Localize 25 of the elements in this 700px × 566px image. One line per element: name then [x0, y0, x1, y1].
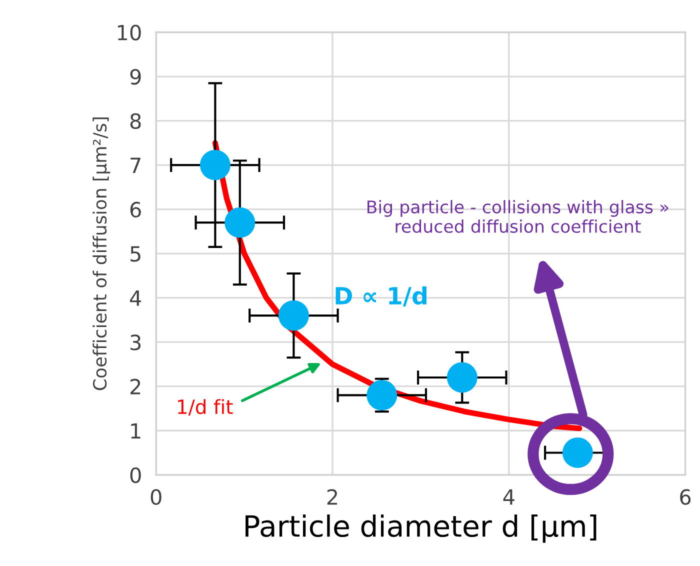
x-tick-label: 6: [680, 489, 691, 505]
annotation: Big particle - collisions with glass » reduced diffusion coefficient: [368, 200, 668, 233]
y-tick-label: 5: [130, 246, 140, 262]
y-tick-label: 4: [130, 290, 142, 306]
y-tick-label: 1: [131, 423, 140, 439]
annotation: D ∝ 1/d: [336, 286, 426, 307]
y-axis-title: Coefficient of diffusion [µm²/s]: [92, 118, 110, 390]
y-tick-label: 3: [130, 334, 141, 350]
y-tick-label: 10: [118, 24, 141, 40]
x-tick-label: 4: [503, 489, 514, 505]
point: [224, 207, 256, 238]
x-axis-title: Particle diameter d [µm]: [246, 514, 596, 543]
y-tick-label: 8: [130, 113, 141, 129]
annotation: 1/d fit: [178, 399, 233, 416]
x-tick-label: 2: [327, 489, 338, 505]
y-tick-label: 9: [130, 68, 141, 85]
y-tick-label: 6: [130, 202, 141, 218]
x-tick-label: 0: [150, 489, 162, 505]
y-tick-label: 2: [130, 378, 140, 394]
point: [200, 150, 230, 180]
point: [366, 380, 398, 410]
y-tick-label: 0: [130, 467, 141, 484]
y-tick-label: 7: [130, 158, 140, 173]
point: [278, 300, 309, 331]
point: [446, 362, 478, 393]
